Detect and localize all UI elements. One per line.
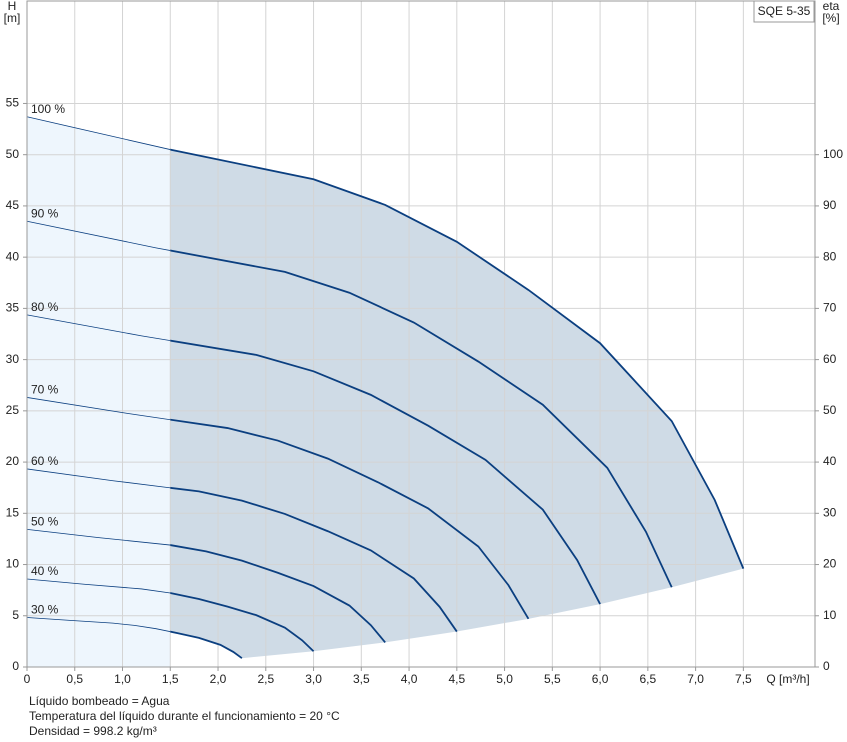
y2-tick-label: 50: [823, 403, 837, 417]
curve: [170, 148, 745, 569]
y-tick-label: 35: [6, 301, 20, 315]
curve-label: 50 %: [31, 515, 59, 529]
curve: [170, 630, 243, 659]
x-tick-label: 3,5: [353, 672, 370, 686]
y2-tick-label: 80: [823, 249, 837, 263]
curve: [170, 339, 601, 605]
note: Densidad = 998.2 kg/m³: [29, 724, 157, 738]
x-tick-label: 5,5: [544, 672, 561, 686]
title-box: [753, 0, 815, 23]
curve: [170, 486, 458, 633]
y-axis-unit: [m]: [4, 11, 21, 25]
y2-tick-label: 0: [823, 659, 830, 673]
x-tick-label: 4,5: [448, 672, 465, 686]
y-tick-label: 55: [6, 96, 20, 110]
curve-label: 90 %: [31, 206, 59, 220]
y2-tick-label: 60: [823, 352, 837, 366]
x-tick-label: 0: [24, 672, 31, 686]
curve-low-flow: [26, 528, 171, 546]
note: Líquido bombeado = Agua: [29, 694, 170, 708]
x-axis-label: Q [m³/h]: [766, 672, 809, 686]
y2-tick-label: 30: [823, 505, 837, 519]
x-tick-label: 3,0: [305, 672, 322, 686]
y2-tick-label: 10: [823, 608, 837, 622]
y-tick-label: 50: [6, 147, 20, 161]
y-tick-label: 15: [6, 505, 20, 519]
y-tick-label: 20: [6, 454, 20, 468]
y2-tick-label: 40: [823, 454, 837, 468]
x-tick-label: 6,5: [640, 672, 657, 686]
curve-low-flow: [26, 617, 171, 633]
x-tick-label: 7,0: [687, 672, 704, 686]
curve: [170, 544, 386, 643]
curve-low-flow: [26, 468, 171, 489]
plot-frame: [26, 0, 816, 668]
curve: [170, 592, 315, 652]
y2-tick-label: 20: [823, 557, 837, 571]
x-tick-label: 2,5: [257, 672, 274, 686]
x-tick-label: 1,0: [114, 672, 131, 686]
x-tick-label: 4,0: [401, 672, 418, 686]
y-tick-label: 45: [6, 198, 20, 212]
low-flow-area: [27, 116, 171, 667]
x-tick-label: 2,0: [210, 672, 227, 686]
curve-label: 40 %: [31, 564, 59, 578]
x-tick-label: 7,5: [735, 672, 752, 686]
y-tick-label: 10: [6, 557, 20, 571]
y-tick-label: 30: [6, 352, 20, 366]
x-tick-label: 1,5: [162, 672, 179, 686]
curve-label: 60 %: [31, 454, 59, 468]
y-tick-label: 0: [12, 659, 19, 673]
y-tick-label: 40: [6, 249, 20, 263]
y2-axis-label: eta: [823, 0, 840, 13]
x-tick-label: 0,5: [66, 672, 83, 686]
y2-tick-label: 70: [823, 301, 837, 315]
curve-label: 30 %: [31, 603, 59, 617]
chart-title: SQE 5-35: [758, 4, 811, 18]
curve-low-flow: [26, 578, 171, 594]
curve-label: 100 %: [31, 102, 65, 116]
y2-tick-label: 100: [823, 147, 843, 161]
x-tick-label: 6,0: [592, 672, 609, 686]
y2-axis-unit: [%]: [822, 11, 839, 25]
curve-label: 70 %: [31, 383, 59, 397]
curve: [170, 418, 530, 620]
y2-tick-label: 90: [823, 198, 837, 212]
curve-label: 80 %: [31, 300, 59, 314]
note: Temperatura del líquido durante el funci…: [29, 709, 340, 723]
curve: [170, 249, 673, 588]
y-tick-label: 25: [6, 403, 20, 417]
y-tick-label: 5: [12, 608, 19, 622]
y-axis-label: H: [8, 0, 17, 13]
x-tick-label: 5,0: [496, 672, 513, 686]
